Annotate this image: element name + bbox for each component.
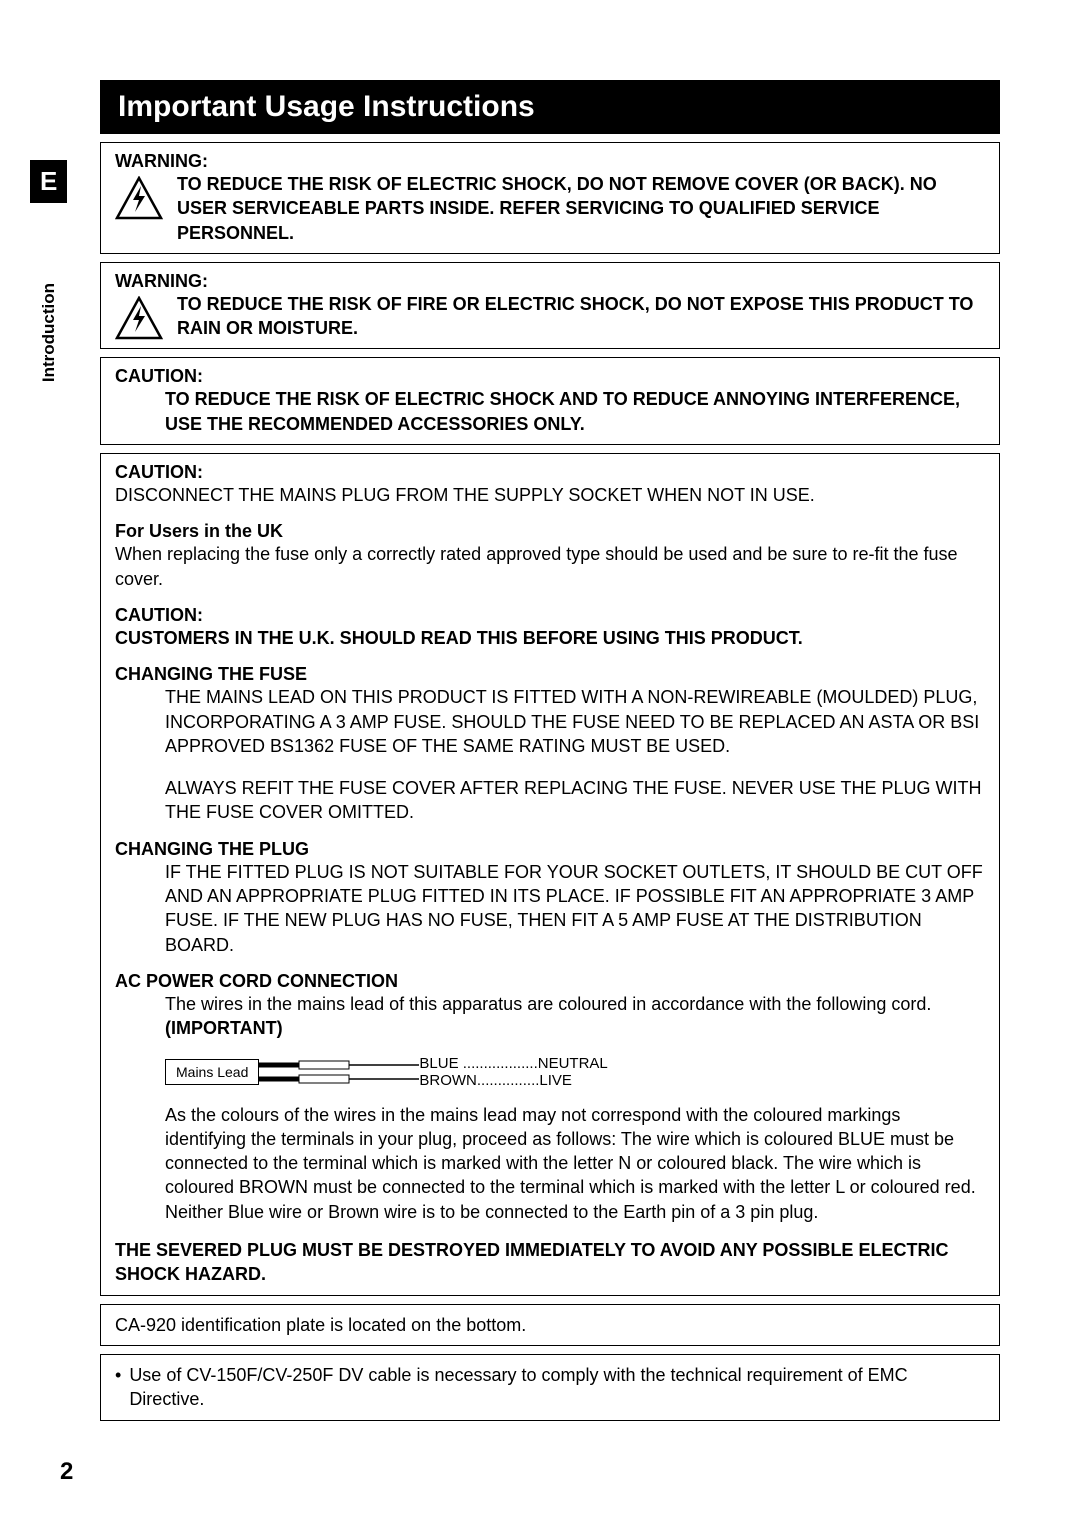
severed-plug-warning: THE SEVERED PLUG MUST BE DESTROYED IMMED… <box>115 1238 985 1287</box>
language-indicator: E <box>30 160 67 203</box>
uk-info-box: CAUTION: DISCONNECT THE MAINS PLUG FROM … <box>100 453 1000 1296</box>
ac-p1: As the colours of the wires in the mains… <box>165 1103 985 1224</box>
shock-warning-icon <box>115 176 163 220</box>
fuse-p1: THE MAINS LEAD ON THIS PRODUCT IS FITTED… <box>165 685 985 758</box>
plug-heading: CHANGING THE PLUG <box>115 839 985 860</box>
caution-box-1: CAUTION: TO REDUCE THE RISK OF ELECTRIC … <box>100 357 1000 445</box>
mains-lead-label: Mains Lead <box>165 1059 259 1085</box>
bullet-icon: • <box>115 1363 121 1412</box>
cable-text: Use of CV-150F/CV-250F DV cable is neces… <box>129 1363 985 1412</box>
warning-text: TO REDUCE THE RISK OF ELECTRIC SHOCK, DO… <box>177 172 985 245</box>
uk-heading: For Users in the UK <box>115 521 985 542</box>
caution-label: CAUTION: <box>115 366 985 387</box>
caution-label: CAUTION: <box>115 605 985 626</box>
warning-label: WARNING: <box>115 151 985 172</box>
ac-important: (IMPORTANT) <box>165 1016 985 1040</box>
mains-lead-diagram: Mains Lead BLUE ..................NEUTRA… <box>165 1055 985 1089</box>
side-tab: E Introduction <box>30 160 67 382</box>
brown-live-label: BROWN...............LIVE <box>419 1072 607 1089</box>
content: WARNING: TO REDUCE THE RISK OF ELECTRIC … <box>100 142 1000 1421</box>
warning-box-2: WARNING: TO REDUCE THE RISK OF FIRE OR E… <box>100 262 1000 350</box>
warning-box-1: WARNING: TO REDUCE THE RISK OF ELECTRIC … <box>100 142 1000 254</box>
section-label: Introduction <box>39 283 59 382</box>
blue-neutral-label: BLUE ..................NEUTRAL <box>419 1055 607 1072</box>
uk-text: When replacing the fuse only a correctly… <box>115 542 985 591</box>
warning-text: TO REDUCE THE RISK OF FIRE OR ELECTRIC S… <box>177 292 985 341</box>
plug-p1: IF THE FITTED PLUG IS NOT SUITABLE FOR Y… <box>165 860 985 957</box>
page-title: Important Usage Instructions <box>100 80 1000 134</box>
caution-text: TO REDUCE THE RISK OF ELECTRIC SHOCK AND… <box>165 387 985 436</box>
fuse-heading: CHANGING THE FUSE <box>115 664 985 685</box>
identification-plate-box: CA-920 identification plate is located o… <box>100 1304 1000 1346</box>
shock-warning-icon <box>115 296 163 340</box>
ac-intro: The wires in the mains lead of this appa… <box>165 992 985 1016</box>
page-number: 2 <box>60 1458 73 1486</box>
caution-text: DISCONNECT THE MAINS PLUG FROM THE SUPPL… <box>115 483 985 507</box>
plate-text: CA-920 identification plate is located o… <box>115 1313 985 1337</box>
fuse-p2: ALWAYS REFIT THE FUSE COVER AFTER REPLAC… <box>165 776 985 825</box>
cable-requirement-box: • Use of CV-150F/CV-250F DV cable is nec… <box>100 1354 1000 1421</box>
warning-label: WARNING: <box>115 271 985 292</box>
caution-label: CAUTION: <box>115 462 985 483</box>
ac-heading: AC POWER CORD CONNECTION <box>115 971 985 992</box>
caution-text: CUSTOMERS IN THE U.K. SHOULD READ THIS B… <box>115 626 985 650</box>
